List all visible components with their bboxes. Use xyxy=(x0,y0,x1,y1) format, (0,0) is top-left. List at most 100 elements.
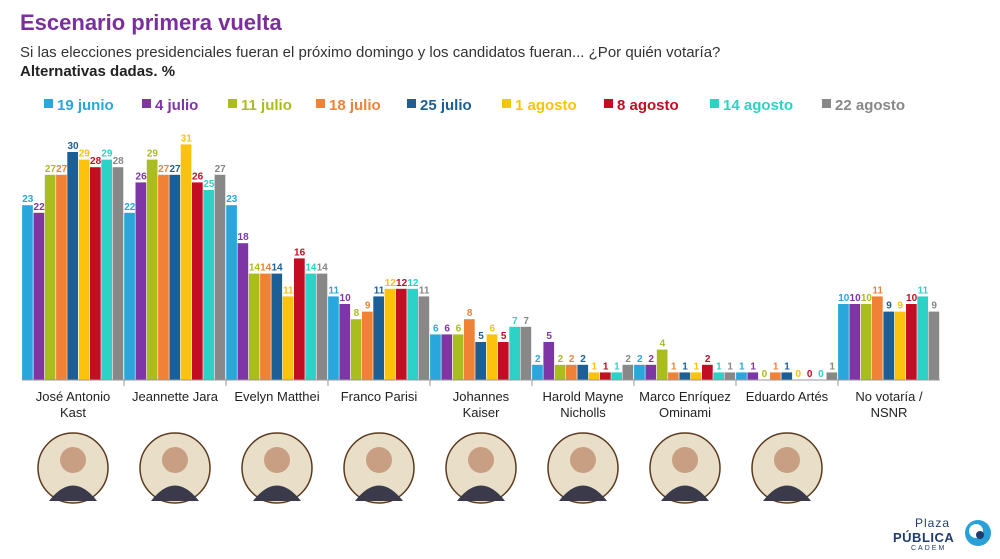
data-label: 14 xyxy=(271,263,283,274)
data-label: 2 xyxy=(648,354,654,365)
legend-swatch xyxy=(502,99,511,108)
data-label: 6 xyxy=(490,323,496,334)
category-label: Franco Parisi xyxy=(341,389,418,404)
data-label: 27 xyxy=(169,164,181,175)
bar xyxy=(645,364,657,380)
legend-swatch xyxy=(142,99,151,108)
legend-entry: 11 julio xyxy=(241,97,292,114)
bar xyxy=(588,372,600,380)
bar xyxy=(849,304,861,380)
data-label: 6 xyxy=(433,323,439,334)
bar xyxy=(917,296,928,380)
bar xyxy=(906,304,917,380)
category-label: Jeannette Jara xyxy=(132,389,219,404)
bar xyxy=(305,273,316,380)
bar xyxy=(124,212,135,380)
data-label: 0 xyxy=(796,369,802,380)
bar xyxy=(328,296,339,380)
bar xyxy=(838,304,849,380)
data-label: 10 xyxy=(340,293,352,304)
bar xyxy=(747,372,759,380)
bar xyxy=(67,152,78,380)
data-label: 2 xyxy=(558,354,564,365)
category-label: NSNR xyxy=(871,405,908,420)
data-label: 22 xyxy=(34,202,46,213)
category-label: Evelyn Matthei xyxy=(234,389,319,404)
candidate-shoulders xyxy=(151,485,199,501)
bar xyxy=(622,364,634,380)
legend-swatch xyxy=(407,99,416,108)
bar xyxy=(883,311,895,380)
data-label: 10 xyxy=(838,293,850,304)
legend-swatch xyxy=(316,99,325,108)
bar xyxy=(826,372,838,380)
bar xyxy=(724,372,736,380)
bar xyxy=(407,288,418,380)
category-label: Harold Mayne xyxy=(543,389,624,404)
bar xyxy=(611,372,622,380)
data-label: 26 xyxy=(192,171,204,182)
data-label: 29 xyxy=(147,149,159,160)
data-label: 11 xyxy=(374,285,385,296)
bar xyxy=(668,372,679,380)
data-label: 27 xyxy=(215,164,227,175)
category-label: Eduardo Artés xyxy=(746,389,829,404)
bar xyxy=(101,159,112,380)
logo-line-1: Plaza xyxy=(915,516,951,530)
bar xyxy=(634,364,645,380)
category-label: Johannes xyxy=(453,389,510,404)
candidate-shoulders xyxy=(49,485,97,501)
legend-entry: 19 junio xyxy=(57,97,114,114)
legend-entry: 22 agosto xyxy=(835,97,905,114)
data-label: 30 xyxy=(67,141,79,152)
bar xyxy=(781,372,793,380)
bar xyxy=(22,205,33,380)
data-label: 7 xyxy=(523,316,529,327)
bar xyxy=(282,296,294,380)
data-label: 12 xyxy=(396,278,408,289)
bar xyxy=(146,159,158,380)
logo-swirl-icon xyxy=(965,520,991,546)
bar xyxy=(350,319,362,380)
bar xyxy=(475,342,486,380)
data-label: 8 xyxy=(354,308,360,319)
logo-line-3: CADEM xyxy=(911,545,947,552)
data-label: 10 xyxy=(861,293,873,304)
bar xyxy=(532,364,543,380)
bar xyxy=(418,296,430,380)
bar xyxy=(214,174,226,380)
legend-entry: 1 agosto xyxy=(515,97,577,114)
data-label: 18 xyxy=(238,232,250,243)
data-label: 2 xyxy=(637,354,643,365)
data-label: 14 xyxy=(260,263,272,274)
bar xyxy=(271,273,283,380)
data-label: 6 xyxy=(456,323,462,334)
bar xyxy=(135,182,147,380)
data-label: 9 xyxy=(898,301,904,312)
bar xyxy=(452,334,464,380)
plaza-publica-logo: Plaza PÚBLICA CADEM xyxy=(893,516,991,552)
data-label: 1 xyxy=(750,361,756,372)
chart-unit-note: Alternativas dadas. % xyxy=(20,63,176,80)
data-label: 1 xyxy=(592,361,598,372)
data-label: 2 xyxy=(625,354,631,365)
legend-swatch xyxy=(604,99,613,108)
bar xyxy=(395,288,407,380)
category-label: Ominami xyxy=(659,405,711,420)
bar xyxy=(497,342,509,380)
data-label: 1 xyxy=(739,361,745,372)
bar xyxy=(736,372,747,380)
data-label: 2 xyxy=(535,354,541,365)
candidate-shoulders xyxy=(457,485,505,501)
bar xyxy=(702,364,713,380)
candidate-shoulders xyxy=(559,485,607,501)
data-label: 10 xyxy=(906,293,918,304)
bar xyxy=(78,159,90,380)
data-label: 1 xyxy=(614,361,620,372)
bar xyxy=(464,319,475,380)
bar xyxy=(180,144,192,380)
bar xyxy=(577,364,589,380)
data-label: 14 xyxy=(305,263,317,274)
category-label: José Antonio xyxy=(36,389,110,404)
